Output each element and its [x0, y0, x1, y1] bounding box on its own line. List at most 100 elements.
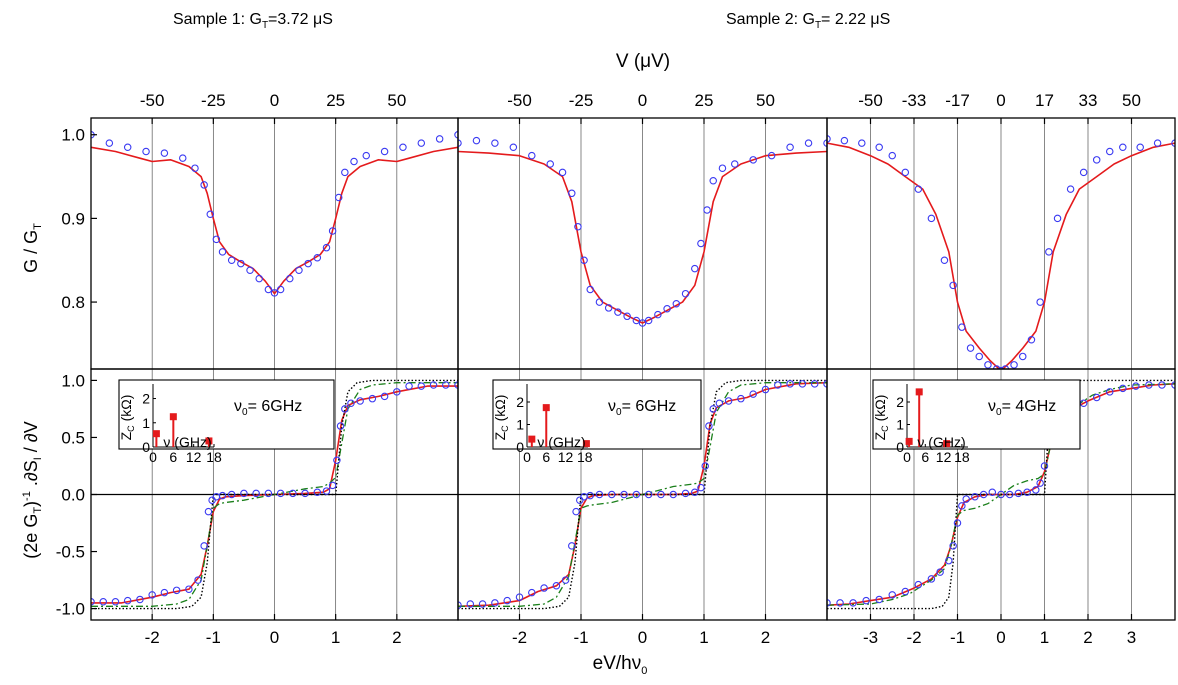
data-point [604, 304, 613, 312]
data-point [204, 507, 213, 516]
data-point [945, 556, 953, 565]
data-point [276, 489, 285, 498]
inset-y-tick-label: 1 [516, 417, 524, 433]
inset-x-tick-label: 0 [523, 449, 531, 465]
data-point [350, 157, 358, 166]
data-point [1027, 335, 1036, 344]
data-point [632, 316, 641, 325]
data-point [1106, 388, 1114, 396]
series-group [458, 379, 827, 610]
data-point [1040, 462, 1049, 470]
x-tick-label: -1 [573, 628, 588, 647]
inset-bar-marker [205, 437, 213, 445]
data-point [568, 189, 576, 198]
data-point [1053, 214, 1062, 223]
top-tick-label: 50 [756, 91, 775, 110]
inset-y-tick-label: 0 [516, 439, 524, 455]
top-tick-label: -25 [201, 91, 226, 110]
data-point [111, 597, 120, 606]
top-tick-label: 50 [1122, 91, 1141, 110]
data-point [966, 344, 975, 352]
data-point [558, 168, 567, 177]
data-point [1153, 139, 1162, 147]
data-point [503, 596, 511, 605]
data-point [1032, 486, 1040, 494]
data-point [810, 380, 819, 388]
inset-frame [118, 379, 335, 450]
data-point [472, 136, 481, 145]
data-point [997, 366, 1005, 369]
data-point [301, 489, 309, 498]
data-point [264, 489, 273, 498]
data-point [286, 274, 294, 283]
data-point [715, 399, 724, 407]
data-point [380, 147, 389, 156]
data-point [574, 223, 582, 231]
data-point [123, 596, 132, 605]
data-point [246, 266, 254, 275]
data-point [212, 235, 221, 244]
data-point [105, 139, 114, 147]
inset-x-label: ν (GHz) [537, 434, 585, 450]
data-point [458, 601, 462, 609]
data-point [654, 310, 662, 319]
data-point [160, 588, 169, 597]
top-tick-label: -50 [140, 91, 165, 110]
inset-x-tick-label: 18 [954, 449, 970, 465]
inset-x-tick-label: 6 [169, 449, 177, 465]
data-point [399, 143, 407, 152]
data-point [927, 214, 936, 223]
data-point [681, 289, 690, 298]
data-point [875, 143, 883, 152]
data-point [1023, 488, 1031, 496]
data-point [405, 382, 413, 390]
data-point [356, 397, 364, 405]
data-point [568, 542, 576, 550]
data-point [552, 582, 561, 590]
data-point [322, 243, 331, 252]
plot-panels: 0.80.91.0-50 -25 0 25 50 -50 -25 0 25 50 -50 -33 -17… [56, 91, 1176, 647]
data-point [901, 587, 910, 596]
x-tick-label: 0 [270, 628, 279, 647]
data-point [172, 586, 181, 595]
data-point [362, 151, 370, 160]
data-point [458, 139, 462, 147]
data-point [380, 392, 389, 401]
data-point [179, 154, 187, 162]
inset-y-tick-label: 0 [896, 439, 904, 455]
top-tick-label: -17 [945, 91, 970, 110]
data-point [347, 399, 355, 407]
sample2-title: Sample 2: GT= 2.22 μS [726, 11, 890, 31]
data-point [914, 185, 923, 193]
data-point [888, 591, 896, 599]
data-point [840, 136, 849, 145]
data-point [849, 599, 857, 607]
x-tick-label: -3 [863, 628, 878, 647]
dashdot-curve [458, 382, 827, 607]
data-point [194, 576, 202, 584]
data-point [798, 380, 807, 388]
data-point [322, 487, 331, 495]
data-point [703, 206, 711, 214]
data-point [691, 488, 699, 496]
series-group [91, 379, 458, 610]
data-point [875, 595, 883, 604]
data-point [962, 495, 970, 503]
data-point [786, 380, 794, 388]
data-point [466, 600, 475, 608]
data-point [435, 135, 444, 143]
data-point [730, 160, 739, 168]
inset-y-tick-label: 1 [896, 417, 904, 433]
data-point [620, 490, 628, 499]
data-point [136, 595, 144, 604]
data-point [491, 139, 499, 147]
inset-bar-marker [152, 430, 160, 438]
top-tick-label: 50 [387, 91, 406, 110]
data-point [333, 456, 341, 465]
inset-x-tick-label: 6 [542, 449, 550, 465]
